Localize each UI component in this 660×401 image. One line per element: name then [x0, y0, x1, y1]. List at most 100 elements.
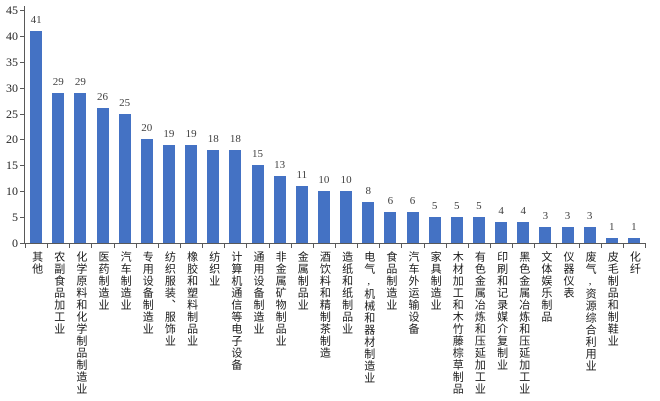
x-axis-tick: [379, 244, 381, 248]
bar-value-label: 29: [52, 75, 64, 88]
y-axis-tick-label: 30: [6, 80, 18, 95]
bar-value-label: 6: [409, 194, 416, 207]
bar-value-label: 1: [609, 220, 615, 233]
x-axis-category-label-text: 有色金属冶炼和压延加工业: [473, 251, 486, 395]
x-axis-category-label: 废气,资源综合利用业: [579, 251, 601, 399]
bar: [229, 149, 242, 243]
bar: [251, 165, 264, 243]
x-axis-category-label: 其他: [25, 251, 47, 399]
x-axis-category-label-text: 汽车外运输设备: [406, 251, 419, 335]
bar-value-label: 41: [30, 13, 42, 26]
bar-value-label: 4: [520, 205, 526, 218]
x-axis-line: [24, 243, 646, 244]
bar-value-label: 10: [340, 174, 352, 187]
x-axis-tick: [246, 244, 248, 248]
x-axis-category-label: 农副食品加工业: [47, 251, 69, 399]
x-axis-category-label: 文体娱乐制品: [534, 251, 556, 399]
y-axis-tick-label: 35: [6, 54, 18, 69]
x-axis-category-label-text: 橡胶和塑料制品业: [185, 251, 198, 347]
x-axis-tick: [113, 244, 115, 248]
x-axis-category-label-text: 其他: [30, 251, 43, 275]
bar: [96, 108, 109, 243]
bar: [74, 92, 87, 243]
bar: [340, 191, 353, 243]
bar: [517, 222, 530, 243]
x-axis-category-label: 酒饮料和精制茶制造: [313, 251, 335, 399]
x-axis-category-label-text: 皮毛制品和制鞋业: [606, 251, 619, 347]
bar-value-label: 18: [207, 132, 219, 145]
bar: [317, 191, 330, 243]
x-axis-category-label: 医药制造业: [91, 251, 113, 399]
x-axis-category-label-text: 食品制造业: [384, 251, 397, 311]
y-axis-tick: [20, 113, 24, 115]
bar: [406, 211, 419, 243]
bar: [561, 227, 574, 243]
bar: [52, 92, 65, 243]
bar-value-label: 29: [74, 75, 86, 88]
x-axis-category-label: 家具制造业: [424, 251, 446, 399]
x-axis-category-label: 橡胶和塑料制品业: [180, 251, 202, 399]
x-axis-tick: [312, 244, 314, 248]
x-axis-category-label-text: 家具制造业: [429, 251, 442, 311]
bar: [605, 237, 618, 243]
bar-value-label: 25: [119, 96, 131, 109]
bar: [384, 211, 397, 243]
x-axis-category-label-text: 医药制造业: [96, 251, 109, 311]
bar: [362, 201, 375, 243]
y-axis-tick-label: 0: [12, 236, 18, 250]
x-axis-tick: [47, 244, 49, 248]
bar: [273, 175, 286, 243]
bar-value-label: 3: [586, 210, 593, 223]
x-axis-tick: [224, 244, 226, 248]
x-axis-category-label-text: 印刷和记录媒介复制业: [495, 251, 508, 371]
x-axis-category-label-text: 非金属矿物制品业: [274, 251, 287, 347]
x-axis-category-label-text: 农副食品加工业: [52, 251, 65, 335]
bar-value-label: 4: [498, 205, 504, 218]
x-axis-tick: [622, 244, 624, 248]
x-axis-category-label: 印刷和记录媒介复制业: [490, 251, 512, 399]
y-axis-tick: [20, 10, 24, 11]
x-axis-tick: [467, 244, 469, 248]
x-axis-tick: [445, 244, 447, 248]
x-axis-category-label: 非金属矿物制品业: [269, 251, 291, 399]
x-axis-category-label-text: 造纸和纸制品业: [340, 251, 353, 335]
bar-value-label: 5: [431, 200, 438, 213]
x-axis-tick: [600, 244, 602, 248]
bar-value-label: 19: [185, 127, 197, 140]
x-axis-category-label: 食品制造业: [379, 251, 401, 399]
bar-value-label: 10: [318, 174, 330, 187]
bar: [140, 139, 153, 243]
x-axis-tick: [401, 244, 403, 248]
x-axis-tick: [180, 244, 181, 248]
x-axis-tick: [69, 244, 71, 248]
y-axis-tick: [20, 87, 24, 89]
x-axis-category-label-text: 木材加工和木竹藤棕草制品: [451, 251, 464, 395]
bar-value-label: 20: [141, 122, 153, 135]
bar: [495, 222, 508, 243]
x-axis-category-label-text: 废气,资源综合利用业: [584, 251, 597, 372]
x-axis-category-label: 有色金属冶炼和压延加工业: [468, 251, 490, 399]
x-axis-category-label: 化纤: [623, 251, 645, 399]
x-axis-category-label: 电气,机械和器材制造业: [357, 251, 379, 399]
x-axis-category-label: 金属制品业: [291, 251, 313, 399]
bar: [472, 217, 485, 243]
x-axis-category-label: 汽车制造业: [114, 251, 136, 399]
x-axis-category-label: 汽车外运输设备: [401, 251, 423, 399]
x-axis-category-label-text: 电气,机械和器材制造业: [362, 251, 375, 384]
bar-value-label: 19: [163, 127, 175, 140]
bar: [428, 217, 441, 243]
x-axis-category-label-text: 化纤: [628, 251, 641, 275]
x-axis-category-label: 木材加工和木竹藤棕草制品: [446, 251, 468, 399]
y-axis-tick-label: 25: [6, 106, 18, 121]
y-axis-tick: [20, 217, 24, 219]
x-axis-category-label-text: 金属制品业: [296, 251, 309, 311]
y-axis-tick: [20, 61, 24, 63]
x-axis-tick: [578, 244, 580, 248]
x-axis-category-label-text: 仪器仪表: [561, 251, 574, 299]
y-axis-tick: [20, 243, 24, 244]
x-axis-tick: [290, 244, 292, 248]
bar-value-label: 6: [387, 194, 394, 207]
bar: [207, 149, 220, 243]
y-axis-tick: [20, 139, 24, 141]
